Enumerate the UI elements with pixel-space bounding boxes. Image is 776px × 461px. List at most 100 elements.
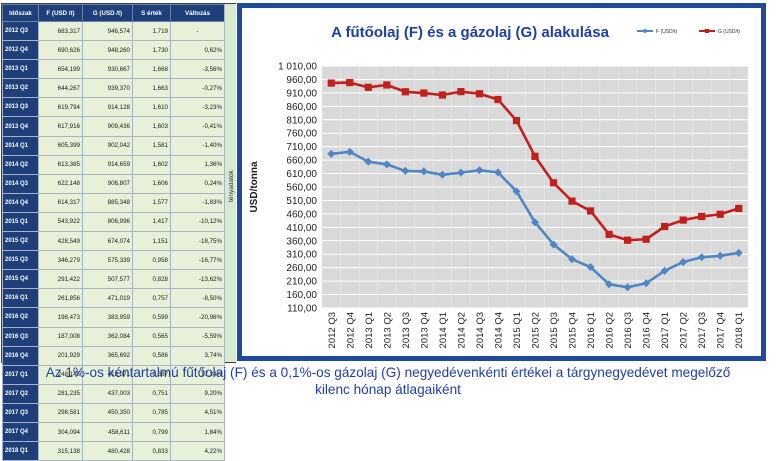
cell-f: 291,422	[38, 269, 83, 290]
x-tick-label: 2016 Q3	[623, 312, 634, 348]
cell-f: 654,199	[38, 59, 83, 80]
point-g	[716, 210, 724, 218]
cell-g: 946,574	[82, 20, 133, 42]
point-f	[456, 168, 465, 177]
data-table: Időszak F (USD /t) G (USD /t) S érték Vá…	[2, 4, 225, 461]
cell-g: 914,128	[82, 97, 133, 118]
cell-f: 619,794	[38, 97, 83, 118]
point-g	[346, 79, 354, 87]
y-tick-label: 660,00	[286, 156, 317, 167]
table-row: 2015 Q2 428,549 674,074 1,151 -18,75%	[2, 231, 225, 252]
point-f	[364, 157, 373, 166]
point-f	[623, 283, 632, 292]
point-f	[586, 263, 595, 272]
header-change: Változás	[170, 4, 225, 22]
cell-change: -18,75%	[170, 231, 225, 252]
caption-line-2: kilenc hónap átlagaiként	[315, 382, 461, 397]
point-g	[457, 88, 465, 96]
cell-f: 605,399	[38, 135, 83, 156]
table-row: 2014 Q4 614,317 885,348 1,577 -1,83%	[2, 192, 225, 213]
cell-change: -20,96%	[170, 307, 225, 328]
point-g	[679, 216, 687, 224]
cell-period: 2013 Q3	[2, 97, 39, 118]
cell-s: 0,599	[132, 307, 171, 328]
cell-period: 2016 Q3	[2, 326, 39, 347]
cell-f: 683,317	[38, 20, 83, 42]
point-g	[549, 179, 558, 187]
table-row: 2017 Q3 298,581 450,350 0,785 4,51%	[2, 402, 225, 423]
cell-g: 471,019	[82, 288, 133, 309]
point-g	[383, 81, 391, 89]
table-row: 2016 Q4 201,929 365,692 0,586 3,74%	[2, 345, 225, 366]
cell-s: 0,751	[132, 383, 171, 404]
point-f	[345, 147, 354, 156]
cell-g: 674,074	[82, 231, 133, 252]
cell-f: 613,385	[38, 154, 83, 175]
cell-period: 2014 Q4	[2, 192, 39, 213]
y-tick-label: 760,00	[286, 129, 317, 140]
cell-g: 885,348	[82, 192, 133, 213]
cell-g: 914,659	[82, 154, 133, 175]
header-f: F (USD /t)	[38, 4, 83, 22]
x-tick-label: 2015 Q1	[512, 312, 523, 348]
point-f	[679, 257, 688, 266]
cell-change: 0,62%	[170, 40, 225, 61]
x-tick-label: 2013 Q3	[401, 312, 412, 348]
cell-change: 9,20%	[170, 383, 225, 404]
y-tick-label: 710,00	[286, 142, 317, 153]
cell-s: 0,565	[132, 326, 171, 347]
point-g	[512, 116, 521, 125]
x-tick-label: 2015 Q3	[549, 312, 560, 348]
cell-change: 0,24%	[170, 173, 225, 194]
point-f	[531, 218, 539, 227]
cell-g: 480,428	[82, 441, 133, 461]
cell-f: 201,929	[38, 345, 83, 366]
cell-period: 2015 Q1	[2, 211, 39, 233]
x-tick-label: 2017 Q1	[660, 312, 671, 348]
cell-f: 298,581	[38, 402, 83, 423]
cell-f: 281,235	[38, 383, 83, 404]
cell-s: 0,958	[132, 250, 171, 271]
point-f	[549, 240, 558, 249]
point-g	[475, 90, 484, 98]
cell-f: 187,008	[38, 326, 83, 347]
y-tick-label: 610,00	[286, 169, 317, 180]
point-f	[438, 170, 447, 179]
table-row: 2016 Q3 187,008 362,084 0,565 -5,59%	[2, 326, 225, 347]
cell-f: 428,549	[38, 231, 83, 252]
cell-change: 1,36%	[170, 154, 225, 175]
x-tick-label: 2015 Q2	[531, 312, 542, 348]
chart-title: A fűtőolaj (F) és a gázolaj (G) alakulás…	[331, 24, 609, 41]
cell-g: 575,339	[82, 250, 133, 271]
cell-change: 17,24%	[170, 364, 225, 385]
cell-s: 0,757	[132, 288, 171, 309]
cell-g: 806,996	[82, 211, 133, 233]
table-row: 2017 Q2 281,235 437,003 0,751 9,20%	[2, 383, 225, 404]
cell-change: -5,59%	[170, 326, 225, 347]
y-tick-label: 110,00	[287, 304, 317, 315]
cell-s: 0,586	[132, 345, 171, 366]
cell-s: 1,581	[132, 135, 171, 156]
cell-g: 939,370	[82, 78, 133, 99]
cell-s: 0,785	[132, 402, 171, 423]
cell-period: 2013 Q1	[2, 59, 39, 80]
y-tick-label: 310,00	[286, 250, 317, 261]
point-g	[364, 83, 372, 91]
cell-period: 2015 Q2	[2, 231, 39, 252]
y-tick-label: 260,00	[286, 263, 317, 274]
point-f	[327, 149, 336, 158]
table-row: 2012 Q4 690,626 948,260 1,730 0,62%	[2, 40, 225, 61]
cell-f: 644,267	[38, 78, 83, 99]
cell-change: -3,23%	[170, 97, 225, 118]
cell-g: 437,003	[82, 383, 133, 404]
cell-change: -1,40%	[170, 135, 225, 156]
cell-s: 1,417	[132, 211, 171, 233]
cell-s: 1,719	[132, 20, 171, 42]
cell-g: 930,667	[82, 59, 133, 80]
table-row: 2013 Q3 619,794 914,128 1,610 -3,23%	[2, 97, 225, 118]
cell-f: 617,916	[38, 116, 83, 137]
point-g	[420, 89, 428, 97]
y-tick-label: 510,00	[286, 196, 317, 207]
cell-change: 3,74%	[170, 345, 225, 366]
table-row: 2014 Q3 622,148 906,807 1,606 0,24%	[2, 173, 225, 194]
